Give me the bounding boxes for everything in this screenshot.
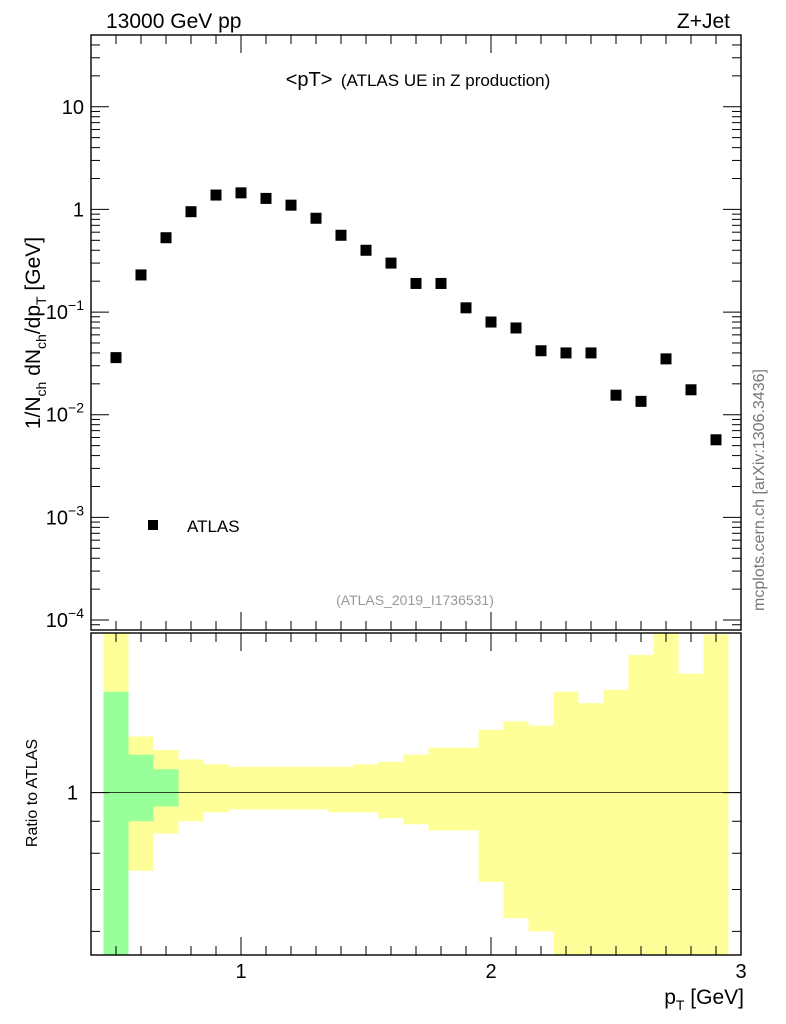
data-point — [110, 352, 122, 364]
yellow-band-bin — [403, 754, 429, 825]
main-plot-y-tick-labels: 10 1 10−1 10−2 10−3 10−4 — [46, 97, 84, 632]
side-source-label: mcplots.cern.ch [arXiv:1306.3436] — [751, 369, 768, 611]
data-point — [410, 277, 422, 289]
y-tick-label: 10−1 — [46, 297, 84, 324]
data-point — [460, 302, 472, 314]
ratio-plot-panel: 1 2 3 1 Ratio to ATLAS pT [GeV] — [24, 632, 747, 1013]
x-axis-label: pT [GeV] — [664, 986, 744, 1013]
data-point — [485, 316, 497, 328]
data-point — [585, 347, 597, 359]
legend-marker-atlas — [148, 520, 158, 530]
x-tick-label: 3 — [735, 961, 746, 983]
data-point — [210, 189, 222, 201]
yellow-band-bin — [678, 673, 704, 955]
data-point — [360, 244, 372, 256]
yellow-band-bin — [303, 766, 329, 810]
yellow-band-bin — [653, 633, 679, 955]
yellow-band-bin — [478, 729, 504, 882]
main-plot-y-axis-label: 1/Nch dNch/dpT [GeV] — [22, 237, 49, 429]
yellow-band-bin — [378, 761, 404, 819]
data-point — [610, 389, 622, 401]
green-band-bin — [153, 769, 179, 807]
header-right-label: Z+Jet — [677, 10, 730, 33]
ratio-plot-ticks — [90, 633, 742, 955]
title-main: <pT> — [286, 69, 333, 91]
main-plot-frame — [90, 34, 742, 631]
yellow-band-bin — [528, 725, 554, 932]
yellow-band-bin — [203, 764, 229, 813]
x-tick-label: 2 — [485, 961, 496, 983]
data-point — [510, 322, 522, 334]
yellow-band-bin — [228, 766, 254, 810]
data-point — [660, 353, 672, 365]
analysis-id-annotation: (ATLAS_2019_I1736531) — [336, 592, 494, 608]
atlas-data-points — [110, 187, 722, 446]
data-point — [435, 277, 447, 289]
yellow-band-bin — [328, 766, 354, 813]
legend-label-atlas: ATLAS — [187, 517, 240, 536]
data-point — [535, 345, 547, 357]
y-tick-label: 10−2 — [46, 400, 84, 427]
main-plot-panel: 10 1 10−1 10−2 10−3 10−4 <pT> (ATLAS UE in Z … — [22, 34, 742, 632]
yellow-band-bin — [353, 764, 379, 813]
data-point — [285, 199, 297, 211]
y-tick-label: 10 — [62, 97, 84, 119]
ratio-y-tick-label: 1 — [67, 783, 78, 805]
y-tick-label: 1 — [73, 199, 84, 221]
ratio-plot-tick-labels: 1 2 3 1 — [67, 783, 747, 983]
yellow-band-bin — [628, 654, 654, 955]
y-tick-label: 10−4 — [46, 605, 84, 632]
data-point — [385, 257, 397, 269]
data-point — [335, 229, 347, 241]
data-point — [635, 395, 647, 407]
data-point — [135, 269, 147, 281]
x-tick-label: 1 — [235, 961, 246, 983]
yellow-band-bin — [703, 634, 729, 955]
ratio-y-axis-label: Ratio to ATLAS — [24, 739, 41, 847]
data-point — [710, 434, 722, 446]
y-tick-label: 10−3 — [46, 502, 84, 529]
yellow-band-bin — [253, 766, 279, 810]
svg-text:1/Nch dNch/dpT [GeV]: 1/Nch dNch/dpT [GeV] — [22, 237, 49, 429]
data-point — [260, 192, 272, 204]
legend: ATLAS — [148, 517, 240, 536]
green-band-bin — [128, 754, 154, 822]
yellow-band-bin — [278, 766, 304, 810]
title-sub: (ATLAS UE in Z production) — [341, 71, 550, 90]
yellow-band-bin — [453, 747, 479, 831]
data-point — [160, 232, 172, 244]
data-point — [185, 206, 197, 218]
data-point — [235, 187, 247, 199]
header-left-label: 13000 GeV pp — [106, 10, 241, 33]
data-point — [685, 384, 697, 396]
yellow-band-bin — [503, 721, 529, 919]
yellow-band-bin — [178, 759, 204, 822]
yellow-band-bin — [578, 703, 604, 955]
yellow-band-bin — [603, 689, 629, 955]
data-point — [560, 347, 572, 359]
data-point — [310, 212, 322, 224]
main-plot-ticks — [90, 34, 742, 631]
main-plot-title: <pT> (ATLAS UE in Z production) — [286, 69, 551, 91]
green-band-bin — [103, 691, 129, 955]
yellow-band-bin — [553, 691, 579, 955]
ratio-bands — [91, 633, 741, 955]
yellow-band-bin — [428, 747, 454, 831]
